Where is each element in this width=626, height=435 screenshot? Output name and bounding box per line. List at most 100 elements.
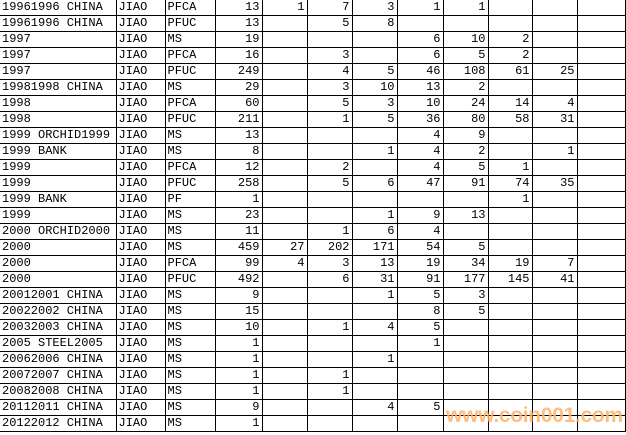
cell-j23[interactable]	[488, 351, 533, 368]
cell-h8[interactable]: 36	[397, 111, 444, 128]
cell-d5[interactable]: 249	[215, 63, 263, 80]
cell-b27[interactable]: JIAO	[116, 415, 166, 432]
cell-g19[interactable]: 1	[352, 287, 398, 304]
cell-d1[interactable]: 13	[215, 0, 263, 16]
cell-g6[interactable]: 10	[352, 79, 398, 96]
cell-k12[interactable]: 35	[532, 175, 578, 192]
cell-i16[interactable]: 5	[443, 239, 489, 256]
cell-a12[interactable]: 1999	[0, 175, 117, 192]
cell-f1[interactable]: 7	[307, 0, 353, 16]
cell-h15[interactable]: 4	[397, 223, 444, 240]
cell-i8[interactable]: 80	[443, 111, 489, 128]
cell-k8[interactable]: 31	[532, 111, 578, 128]
cell-c2[interactable]: PFUC	[165, 15, 216, 32]
cell-g11[interactable]	[352, 159, 398, 176]
cell-d16[interactable]: 459	[215, 239, 263, 256]
cell-h4[interactable]: 6	[397, 47, 444, 64]
cell-k6[interactable]	[532, 79, 578, 96]
cell-c11[interactable]: PFCA	[165, 159, 216, 176]
cell-j8[interactable]: 58	[488, 111, 533, 128]
cell-j19[interactable]	[488, 287, 533, 304]
cell-f5[interactable]: 4	[307, 63, 353, 80]
cell-b24[interactable]: JIAO	[116, 367, 166, 384]
cell-g4[interactable]	[352, 47, 398, 64]
cell-e25[interactable]	[262, 383, 308, 400]
cell-a27[interactable]: 20122012 CHINA	[0, 415, 117, 432]
cell-f4[interactable]: 3	[307, 47, 353, 64]
cell-h20[interactable]: 8	[397, 303, 444, 320]
cell-f3[interactable]	[307, 31, 353, 48]
cell-b9[interactable]: JIAO	[116, 127, 166, 144]
cell-l12[interactable]	[577, 175, 626, 192]
cell-c22[interactable]: MS	[165, 335, 216, 352]
cell-j21[interactable]	[488, 319, 533, 336]
cell-i12[interactable]: 91	[443, 175, 489, 192]
cell-d10[interactable]: 8	[215, 143, 263, 160]
cell-i11[interactable]: 5	[443, 159, 489, 176]
cell-i22[interactable]	[443, 335, 489, 352]
cell-b26[interactable]: JIAO	[116, 399, 166, 416]
cell-d19[interactable]: 9	[215, 287, 263, 304]
cell-d8[interactable]: 211	[215, 111, 263, 128]
cell-k25[interactable]	[532, 383, 578, 400]
cell-k21[interactable]	[532, 319, 578, 336]
cell-g25[interactable]	[352, 383, 398, 400]
cell-j3[interactable]: 2	[488, 31, 533, 48]
cell-h11[interactable]: 4	[397, 159, 444, 176]
cell-i7[interactable]: 24	[443, 95, 489, 112]
cell-b8[interactable]: JIAO	[116, 111, 166, 128]
cell-a16[interactable]: 2000	[0, 239, 117, 256]
cell-c3[interactable]: MS	[165, 31, 216, 48]
cell-b18[interactable]: JIAO	[116, 271, 166, 288]
cell-i20[interactable]: 5	[443, 303, 489, 320]
cell-c4[interactable]: PFCA	[165, 47, 216, 64]
cell-i4[interactable]: 5	[443, 47, 489, 64]
cell-l13[interactable]	[577, 191, 626, 208]
cell-j12[interactable]: 74	[488, 175, 533, 192]
cell-f18[interactable]: 6	[307, 271, 353, 288]
cell-h7[interactable]: 10	[397, 95, 444, 112]
cell-c16[interactable]: MS	[165, 239, 216, 256]
cell-j24[interactable]	[488, 367, 533, 384]
cell-a15[interactable]: 2000 ORCHID2000	[0, 223, 117, 240]
cell-l11[interactable]	[577, 159, 626, 176]
cell-b23[interactable]: JIAO	[116, 351, 166, 368]
cell-f12[interactable]: 5	[307, 175, 353, 192]
cell-h26[interactable]: 5	[397, 399, 444, 416]
cell-e12[interactable]	[262, 175, 308, 192]
cell-e11[interactable]	[262, 159, 308, 176]
cell-h10[interactable]: 4	[397, 143, 444, 160]
cell-b16[interactable]: JIAO	[116, 239, 166, 256]
cell-b12[interactable]: JIAO	[116, 175, 166, 192]
cell-b19[interactable]: JIAO	[116, 287, 166, 304]
cell-g23[interactable]: 1	[352, 351, 398, 368]
cell-l6[interactable]	[577, 79, 626, 96]
cell-h25[interactable]	[397, 383, 444, 400]
cell-j9[interactable]	[488, 127, 533, 144]
cell-a17[interactable]: 2000	[0, 255, 117, 272]
cell-a21[interactable]: 20032003 CHINA	[0, 319, 117, 336]
cell-d17[interactable]: 99	[215, 255, 263, 272]
cell-c14[interactable]: MS	[165, 207, 216, 224]
cell-b4[interactable]: JIAO	[116, 47, 166, 64]
cell-h3[interactable]: 6	[397, 31, 444, 48]
cell-k23[interactable]	[532, 351, 578, 368]
cell-a20[interactable]: 20022002 CHINA	[0, 303, 117, 320]
cell-i2[interactable]	[443, 15, 489, 32]
cell-g27[interactable]	[352, 415, 398, 432]
cell-f20[interactable]	[307, 303, 353, 320]
cell-a6[interactable]: 19981998 CHINA	[0, 79, 117, 96]
cell-j27[interactable]	[488, 415, 533, 432]
cell-h24[interactable]	[397, 367, 444, 384]
cell-c15[interactable]: MS	[165, 223, 216, 240]
cell-k18[interactable]: 41	[532, 271, 578, 288]
cell-j22[interactable]	[488, 335, 533, 352]
cell-a3[interactable]: 1997	[0, 31, 117, 48]
cell-k16[interactable]	[532, 239, 578, 256]
cell-a10[interactable]: 1999 BANK	[0, 143, 117, 160]
cell-k27[interactable]	[532, 415, 578, 432]
cell-b6[interactable]: JIAO	[116, 79, 166, 96]
cell-k15[interactable]	[532, 223, 578, 240]
cell-l7[interactable]	[577, 95, 626, 112]
cell-a18[interactable]: 2000	[0, 271, 117, 288]
